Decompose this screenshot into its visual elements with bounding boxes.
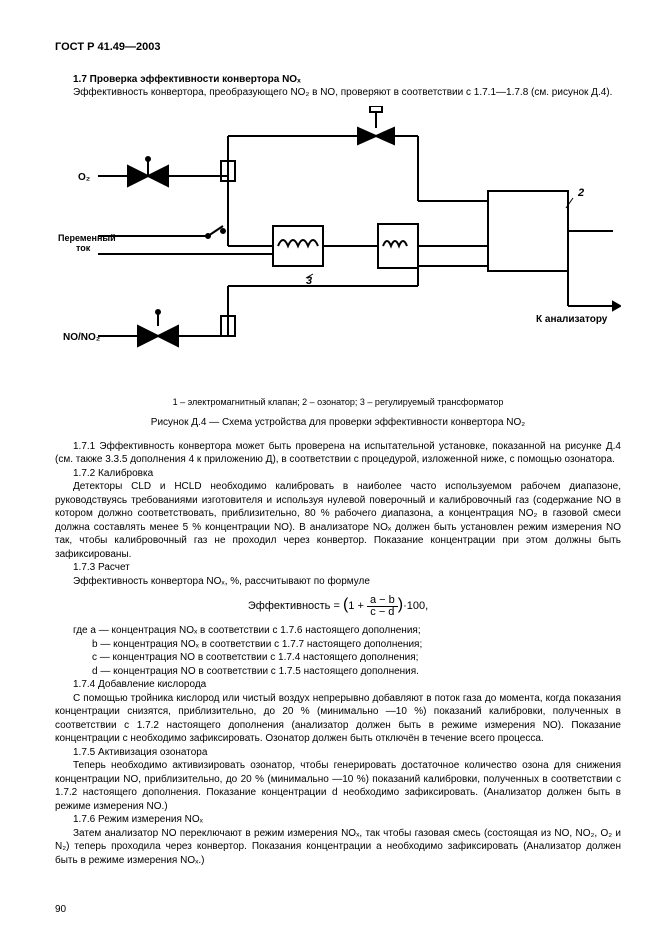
page-number: 90 [55, 903, 66, 917]
doc-header: ГОСТ Р 41.49—2003 [55, 40, 621, 55]
figure-d4: O₂ NO/NO₂ Переменный ток К анализатору 1… [55, 106, 621, 386]
var-d: d — концентрация NO в соответствии с 1.7… [55, 665, 621, 679]
solenoid-valve-icon [358, 106, 394, 144]
page: ГОСТ Р 41.49—2003 1.7 Проверка эффективн… [0, 0, 661, 936]
label-2: 2 [577, 187, 584, 199]
p-1-7-4: С помощью тройника кислород или чистый в… [55, 692, 621, 746]
var-a: где a — концентрация NOₓ в соответствии … [55, 624, 621, 638]
p-1-7-6: Затем анализатор NO переключают в режим … [55, 827, 621, 868]
figure-legend: 1 – электромагнитный клапан; 2 – озонато… [55, 396, 621, 408]
label-out: К анализатору [536, 314, 608, 325]
p-1-7-2-title: 1.7.2 Калибровка [55, 467, 621, 481]
formula-tail: ·100, [403, 600, 428, 612]
p-1-7-3-a: Эффективность конвертора NOₓ, %, рассчит… [55, 575, 621, 589]
label-1: 1 [378, 106, 384, 107]
section-1-7-title: 1.7 Проверка эффективности конвертора NO… [55, 73, 621, 87]
label-ac: Переменный ток [58, 233, 118, 253]
p-1-7-5-title: 1.7.5 Активизация озонатора [55, 746, 621, 760]
p-1-7-2: Детекторы CLD и HCLD необходимо калибров… [55, 480, 621, 561]
valve-icon [138, 310, 178, 346]
p-1-7-4-title: 1.7.4 Добавление кислорода [55, 678, 621, 692]
p-1-7-1: 1.7.1 Эффективность конвертора может быт… [55, 440, 621, 467]
ozonator-icon [488, 191, 568, 271]
p-1-7-5: Теперь необходимо активизировать озонато… [55, 759, 621, 813]
section-1-7-intro: Эффективность конвертора, преобразующего… [55, 86, 621, 100]
label-o2: O₂ [78, 172, 90, 183]
figure-title: Рисунок Д.4 — Схема устройства для прове… [55, 416, 621, 430]
formula-den: c − d [367, 607, 398, 618]
formula-before: 1 + [348, 600, 364, 612]
var-c: c — концентрация NO в соответствии с 1.7… [55, 651, 621, 665]
p-1-7-6-title: 1.7.6 Режим измерения NOₓ [55, 813, 621, 827]
formula-efficiency: Эффективность = (1 + a − b c − d )·100, [55, 594, 621, 618]
var-b: b — концентрация NOₓ в соответствии с 1.… [55, 638, 621, 652]
p-1-7-3-title: 1.7.3 Расчет [55, 561, 621, 575]
valve-icon [128, 157, 168, 186]
formula-lhs: Эффективность = [248, 600, 340, 612]
label-nono2: NO/NO₂ [63, 332, 100, 343]
